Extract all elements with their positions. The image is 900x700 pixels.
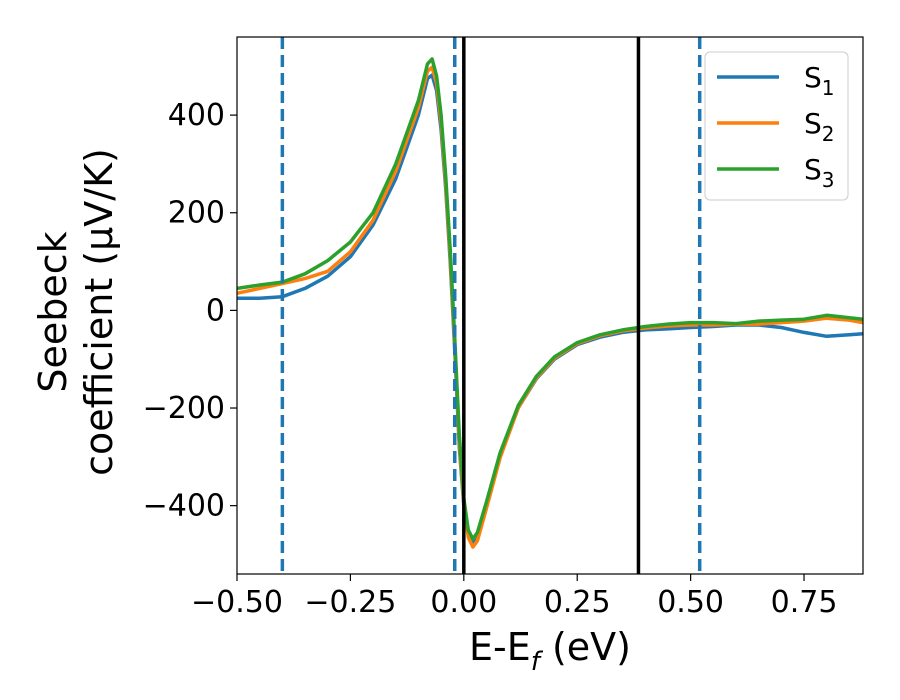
y-tick-label: 200 [168, 196, 225, 231]
y-axis-label-line1: Seebeck [31, 231, 75, 392]
y-tick-label: −400 [143, 489, 225, 524]
legend-label-s3: S3 [804, 153, 835, 192]
y-tick-label: 400 [168, 98, 225, 133]
plot-frame [236, 36, 864, 575]
plot-lines [237, 37, 863, 574]
legend-label-s2: S2 [804, 107, 835, 146]
legend: S1 S2 S3 [704, 51, 849, 201]
x-axis-label: E-Ef (eV) [469, 625, 631, 677]
legend-box [704, 51, 849, 201]
x-axis-label-unit: (eV) [540, 625, 631, 669]
y-axis: 400 200 0 −200 −400 [143, 98, 237, 524]
x-tick-label: −0.50 [191, 585, 283, 620]
x-tick-label: 0.00 [430, 585, 497, 620]
y-tick-label: −200 [143, 391, 225, 426]
x-axis-label-main: E-E [469, 625, 531, 669]
y-tick-label: 0 [206, 293, 225, 328]
x-tick-label: −0.25 [304, 585, 396, 620]
series-line-s3 [237, 57, 863, 541]
x-tick-label: 0.75 [771, 585, 838, 620]
legend-label-s1: S1 [804, 61, 835, 100]
x-tick-label: 0.25 [544, 585, 611, 620]
x-tick-label: 0.50 [657, 585, 724, 620]
y-axis-label-line2: coefficient (μV/K) [77, 148, 121, 476]
x-axis: −0.50 −0.25 0.00 0.25 0.50 0.75 [191, 574, 837, 620]
